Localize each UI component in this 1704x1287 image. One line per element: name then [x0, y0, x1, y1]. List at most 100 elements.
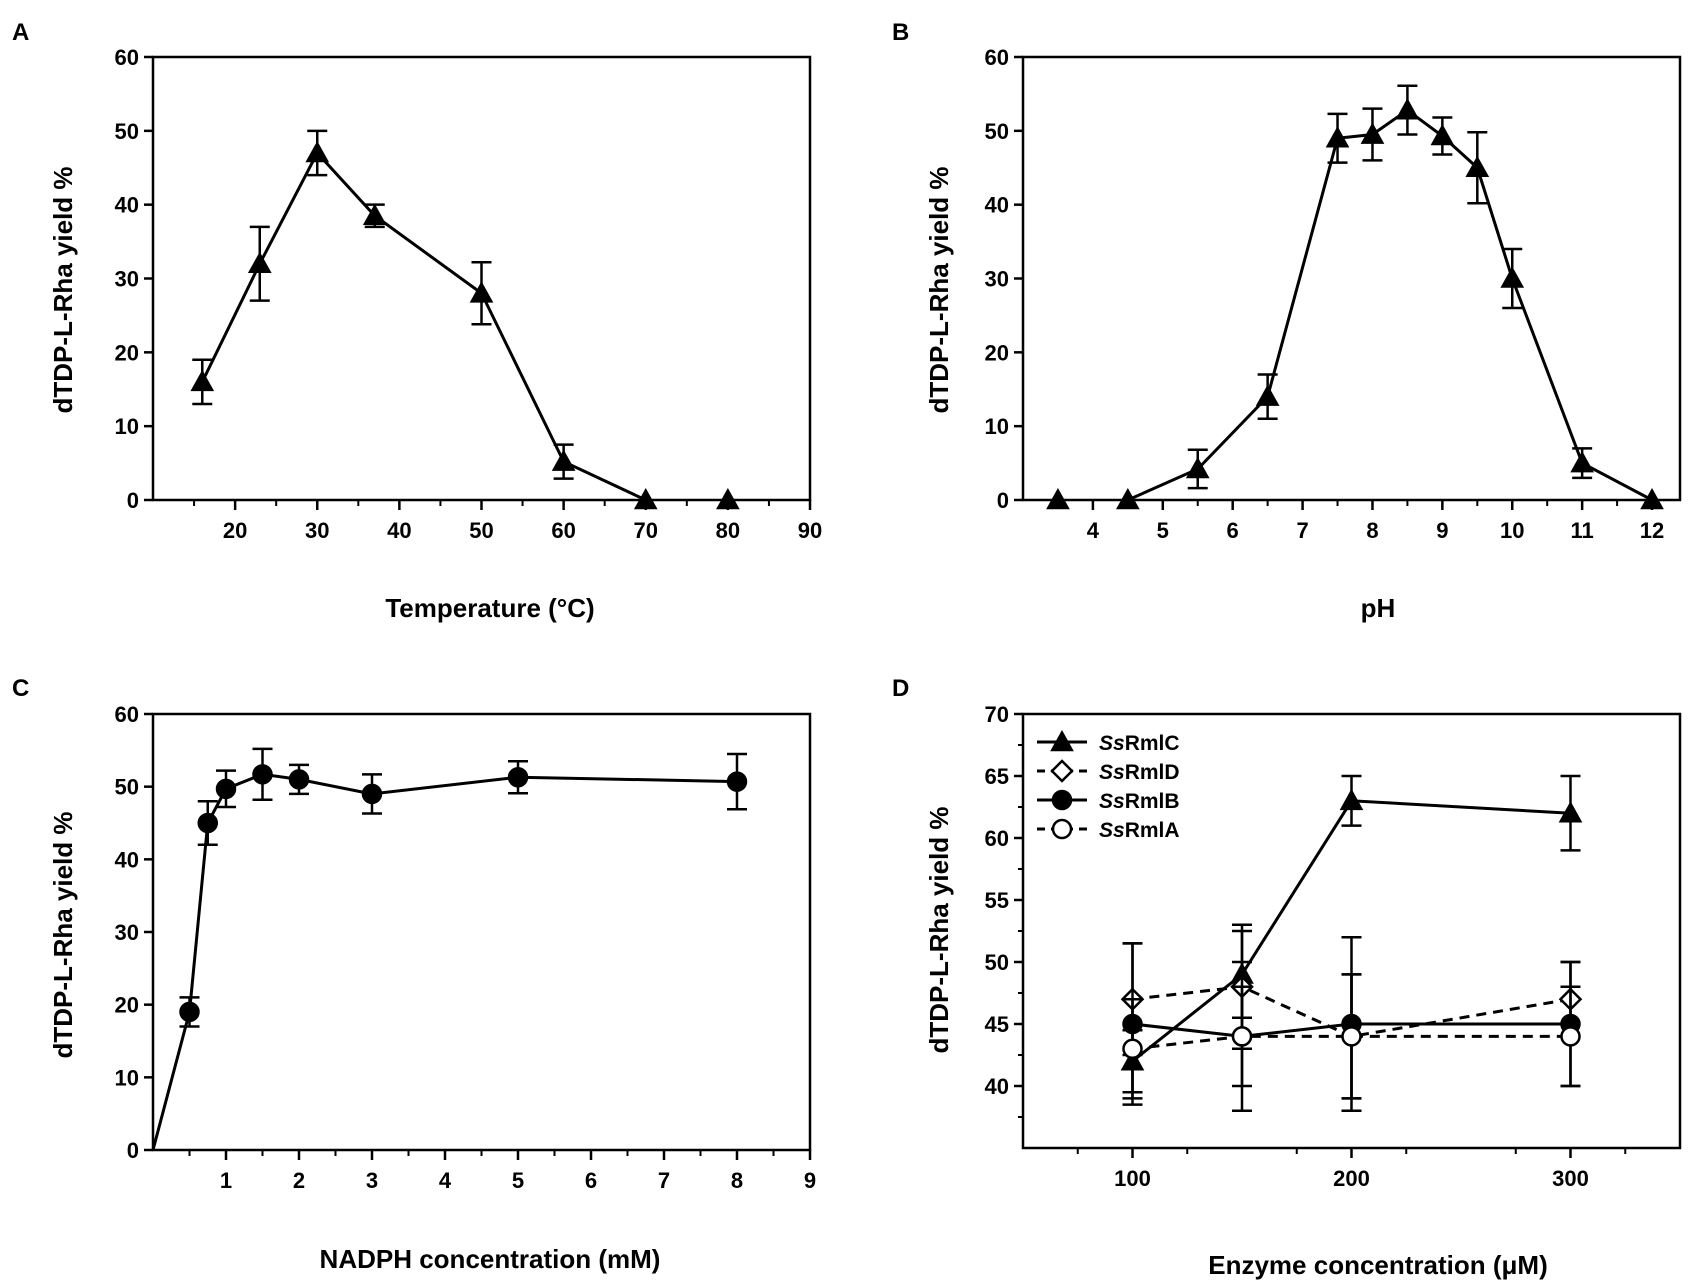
panel-b-x-tick-label: 7: [1296, 518, 1308, 543]
panel-c-series-0-point: [197, 812, 218, 834]
panel-c-x-axis-label: NADPH concentration (mM): [320, 1244, 661, 1274]
panel-d-y-axis-label: dTDP-L-Rha yield %: [924, 806, 954, 1053]
panel-a-x-tick-label: 40: [387, 518, 411, 543]
legend-label-rmlb-italic: Ss: [1099, 790, 1125, 813]
panel-b-series-0-point: [1360, 122, 1385, 144]
legend-label-rmld-italic: Ss: [1099, 761, 1125, 784]
panel-b-plot-frame: [1021, 55, 1682, 502]
panel-d-series-3-point: [1122, 1038, 1143, 1060]
panel-a-y-tick-label: 60: [115, 45, 139, 70]
panel-d-x-tick-label: 200: [1333, 1166, 1370, 1191]
panel-c-series-0-point: [361, 783, 383, 805]
panel-b-label: B: [892, 19, 909, 46]
panel-a-series-0-point: [469, 281, 494, 303]
panel-d-y-tick-label: 70: [985, 702, 1009, 727]
panel-b-y-tick-label: 60: [985, 45, 1009, 70]
panel-c-x-tick-label: 8: [731, 1168, 743, 1193]
panel-c-x-tick-label: 1: [220, 1168, 232, 1193]
panel-c-x-tick-label: 6: [585, 1168, 597, 1193]
panel-b-x-tick-label: 6: [1227, 518, 1239, 543]
panel-d-series-3-point: [1231, 1026, 1253, 1047]
panel-a-x-tick-label: 20: [223, 518, 247, 543]
panel-c-series-0-point: [288, 769, 310, 790]
panel-b-x-tick-label: 9: [1436, 518, 1448, 543]
panel-b-x-tick-label: 12: [1640, 518, 1664, 543]
panel-a-y-tick-label: 0: [127, 488, 139, 513]
panel-b-x-axis-label: pH: [1361, 593, 1396, 623]
panel-b: B 0 10 20 30 40 50 60 4 5 6 7 8 9 10 11 12 pH dTDP-L-Rh…: [892, 19, 1682, 623]
panel-c-y-tick-label: 10: [115, 1065, 139, 1090]
panel-b-x-tick-label: 8: [1366, 518, 1378, 543]
panel-d-series-2-line: [1132, 1022, 1571, 1038]
legend-label-rmld: SsRmlD: [1099, 761, 1180, 784]
panel-c-y-tick-label: 60: [115, 702, 139, 727]
panel-c-y-tick-label: 20: [115, 993, 139, 1018]
panel-a-x-tick-label: 70: [634, 518, 658, 543]
legend-label-rmla-italic: Ss: [1099, 819, 1125, 842]
panel-d-series-0-point: [1339, 788, 1364, 811]
panel-c-x-tick-label: 9: [804, 1168, 816, 1193]
panel-c-series-0-line: [151, 772, 738, 1151]
panel-b-series-0-point: [1430, 123, 1455, 146]
panel-a-series-0-point: [716, 487, 740, 510]
panel-c-series-0-point: [179, 1001, 200, 1023]
panel-a-series-0-point: [190, 369, 215, 392]
legend-marker-rmlb: [1051, 789, 1073, 811]
panel-d-series-3-point: [1560, 1026, 1581, 1047]
panel-b-series-0-point: [1640, 487, 1664, 510]
panel-b-series-0-point: [1255, 384, 1280, 406]
panel-b-x-tick-label: 10: [1500, 518, 1524, 543]
panel-b-series-0-point: [1185, 456, 1210, 479]
panel-a: A 0 10 20 30 40 50 60 20 30 40 50 60 70 80 90 Temperat…: [12, 19, 822, 623]
legend-label-rmla-rest: RmlA: [1125, 819, 1180, 842]
panel-a-y-tick-label: 40: [115, 193, 139, 218]
panel-d-y-tick-label: 55: [985, 888, 1009, 913]
legend-label-rmlc-italic: Ss: [1099, 732, 1125, 755]
panel-d-series-3-line: [1132, 1034, 1571, 1051]
panel-d-series-0-point: [1558, 801, 1583, 823]
panel-c-y-tick-label: 40: [115, 847, 139, 872]
panel-a-x-tick-label: 50: [469, 518, 493, 543]
panel-c-y-axis-label: dTDP-L-Rha yield %: [48, 811, 78, 1058]
panel-c-x-tick-label: 3: [366, 1168, 378, 1193]
panel-b-series-0-point: [1325, 126, 1350, 148]
legend-label-rmlb: SsRmlB: [1099, 790, 1180, 813]
panel-b-x-tick-label: 11: [1571, 518, 1594, 543]
panel-c: C 0 10 20 30 40 50 60 1 2 3 4 5 6 7 8 9 NADPH concentra…: [12, 675, 816, 1274]
panel-b-series-0-point: [1395, 98, 1420, 120]
panel-d-x-axis-label: Enzyme concentration (μM): [1208, 1250, 1548, 1280]
panel-c-series-0-point: [252, 764, 273, 785]
panel-d-y-tick-label: 60: [985, 826, 1009, 851]
legend-marker-rmla: [1051, 818, 1073, 840]
panel-a-series-0-point: [633, 487, 658, 510]
panel-d-series-3-point: [1341, 1026, 1362, 1047]
panel-a-x-tick-label: 90: [798, 518, 822, 543]
panel-b-series-0-point: [1500, 266, 1525, 288]
panel-b-series-0-line: [1127, 108, 1653, 502]
legend-label-rmlc-rest: RmlC: [1125, 732, 1180, 755]
panel-c-series-0-point: [215, 778, 237, 800]
panel-b-x-tick-label: 5: [1157, 518, 1169, 543]
panel-b-y-tick-label: 30: [985, 267, 1009, 292]
panel-d-y-tick-label: 40: [985, 1074, 1009, 1099]
panel-c-series-0-point: [726, 771, 748, 792]
panel-b-x-tick-label: 4: [1087, 518, 1100, 543]
panel-a-series-0-line: [200, 150, 647, 502]
panel-b-series-0-point: [1570, 451, 1594, 473]
panel-d-series-1-line: [1132, 985, 1571, 1038]
panel-a-series-0-point: [551, 449, 576, 471]
panel-c-y-tick-label: 50: [115, 775, 139, 800]
panel-a-label: A: [12, 19, 29, 46]
panel-c-x-tick-label: 4: [439, 1168, 452, 1193]
legend-label-rmla: SsRmlA: [1099, 819, 1180, 842]
legend-marker-rmld: [1050, 759, 1074, 783]
panel-a-y-axis-label: dTDP-L-Rha yield %: [48, 166, 78, 413]
panel-c-x-tick-label: 7: [658, 1168, 670, 1193]
panel-d-x-tick-label: 300: [1552, 1166, 1589, 1191]
panel-b-series-0-point: [1046, 487, 1070, 510]
panel-b-y-tick-label: 0: [997, 488, 1009, 513]
panel-a-series-0-point: [362, 203, 387, 226]
panel-d-x-tick-label: 100: [1114, 1166, 1151, 1191]
